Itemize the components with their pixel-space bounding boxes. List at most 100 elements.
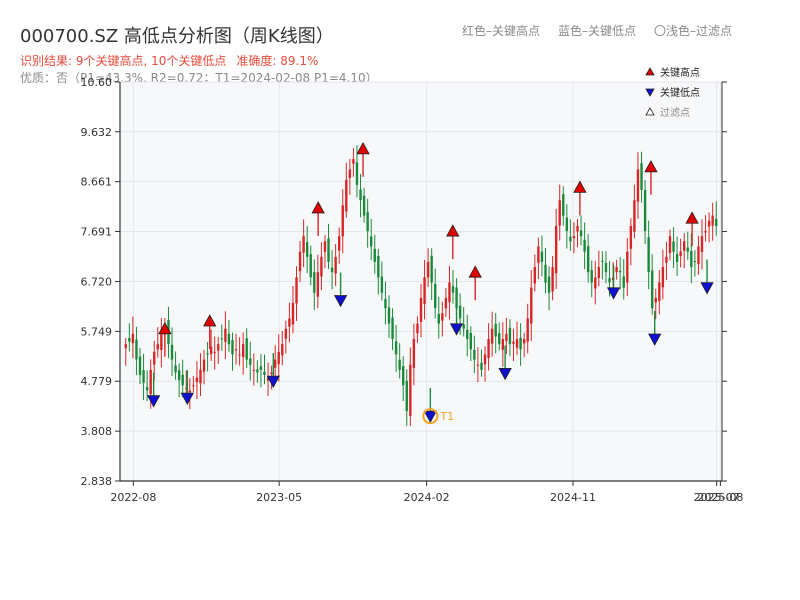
key-high-marker <box>685 211 699 224</box>
candle-body <box>615 267 618 273</box>
key-high-marker <box>203 314 217 327</box>
candle-body <box>704 231 707 233</box>
candle-body <box>647 237 650 273</box>
candle-body <box>359 189 362 201</box>
candle-body <box>469 332 472 350</box>
candle-body <box>185 387 188 389</box>
candle-body <box>398 359 401 370</box>
candle-body <box>565 217 569 232</box>
key-low-marker <box>648 333 662 346</box>
candle-body <box>245 338 248 360</box>
candle-body <box>370 236 373 247</box>
candle-body <box>256 369 259 373</box>
key-low-marker <box>700 282 714 295</box>
candle-body <box>515 339 519 348</box>
candle-body <box>537 246 540 263</box>
y-tick-label: 10.60 <box>81 76 113 89</box>
candle-body <box>458 305 462 319</box>
candle-body <box>277 351 280 365</box>
legend-marker-low <box>645 88 655 97</box>
candle-body <box>302 236 305 253</box>
candle-body <box>512 341 515 344</box>
candle-body <box>295 277 298 304</box>
candle-body <box>604 262 608 273</box>
candle-body <box>249 358 252 365</box>
candle-body <box>362 195 366 216</box>
y-tick-label: 8.661 <box>81 176 113 189</box>
candle-body <box>402 366 405 386</box>
candle-body <box>206 353 209 355</box>
candle-body <box>380 276 384 293</box>
candle-body <box>494 324 497 337</box>
candle-body <box>629 225 633 249</box>
candle-body <box>217 344 220 351</box>
y-tick-label: 5.749 <box>81 325 113 338</box>
candle-body <box>526 318 529 342</box>
candle-body <box>124 344 127 349</box>
candle-body <box>412 339 416 368</box>
candle-body <box>551 267 554 292</box>
key-high-marker <box>356 141 370 155</box>
candle-body <box>320 256 323 277</box>
candle-body <box>590 270 593 283</box>
candle-body <box>145 387 149 391</box>
candle-body <box>658 282 661 302</box>
candle-body <box>622 276 625 288</box>
candle-body <box>466 329 469 340</box>
key-low-marker <box>423 410 438 423</box>
candle-body <box>284 328 288 339</box>
candle-body <box>270 372 273 375</box>
candle-body <box>426 261 430 278</box>
candle-body <box>683 241 686 251</box>
candle-body <box>181 374 184 386</box>
color-legend: 红色–关键高点 蓝色–关键低点 〇浅色–过滤点 <box>462 22 750 39</box>
candle-body <box>672 241 675 252</box>
candle-body <box>711 215 714 226</box>
candle-body <box>316 272 320 297</box>
candle-body <box>562 194 565 216</box>
candle-body <box>715 218 718 226</box>
candle-body <box>530 287 533 324</box>
candle-body <box>224 328 227 342</box>
key-high-marker <box>158 321 172 335</box>
candle-body <box>241 344 245 358</box>
candle-body <box>640 163 643 190</box>
candle-body <box>266 377 270 381</box>
candle-body <box>490 328 494 344</box>
key-low-marker <box>266 375 280 389</box>
candle-body <box>650 270 654 309</box>
y-tick-label: 4.779 <box>81 375 113 388</box>
t1-circle <box>422 408 439 425</box>
candle-body <box>522 339 526 344</box>
key-high-marker <box>573 180 587 193</box>
candle-body <box>668 236 672 254</box>
candle-body <box>633 200 636 232</box>
key-low-marker <box>333 295 348 308</box>
candle-body <box>697 246 700 265</box>
candle-body <box>231 340 234 355</box>
x-tick-label: 2025-07 <box>694 491 740 504</box>
key-high-marker <box>644 159 658 173</box>
candle-body <box>341 205 344 237</box>
candle-body <box>473 349 476 360</box>
legend-label-low: 关键低点 <box>660 86 700 99</box>
candle-body <box>288 318 291 327</box>
candle-body <box>430 255 433 283</box>
candle-body <box>337 236 341 251</box>
candle-body <box>156 344 159 350</box>
candle-body <box>661 267 665 288</box>
candle-body <box>238 354 241 356</box>
candle-body <box>707 220 711 227</box>
candles <box>124 145 718 427</box>
candle-body <box>434 283 437 309</box>
candle-body <box>195 377 199 383</box>
candle-body <box>419 297 423 322</box>
candle-body <box>188 390 192 393</box>
candle-body <box>377 255 380 278</box>
y-tick-label: 7.691 <box>81 226 113 239</box>
candle-body <box>690 250 693 268</box>
candle-body <box>508 327 512 345</box>
candle-body <box>693 261 697 263</box>
candle-body <box>636 169 640 202</box>
candle-body <box>583 239 586 252</box>
